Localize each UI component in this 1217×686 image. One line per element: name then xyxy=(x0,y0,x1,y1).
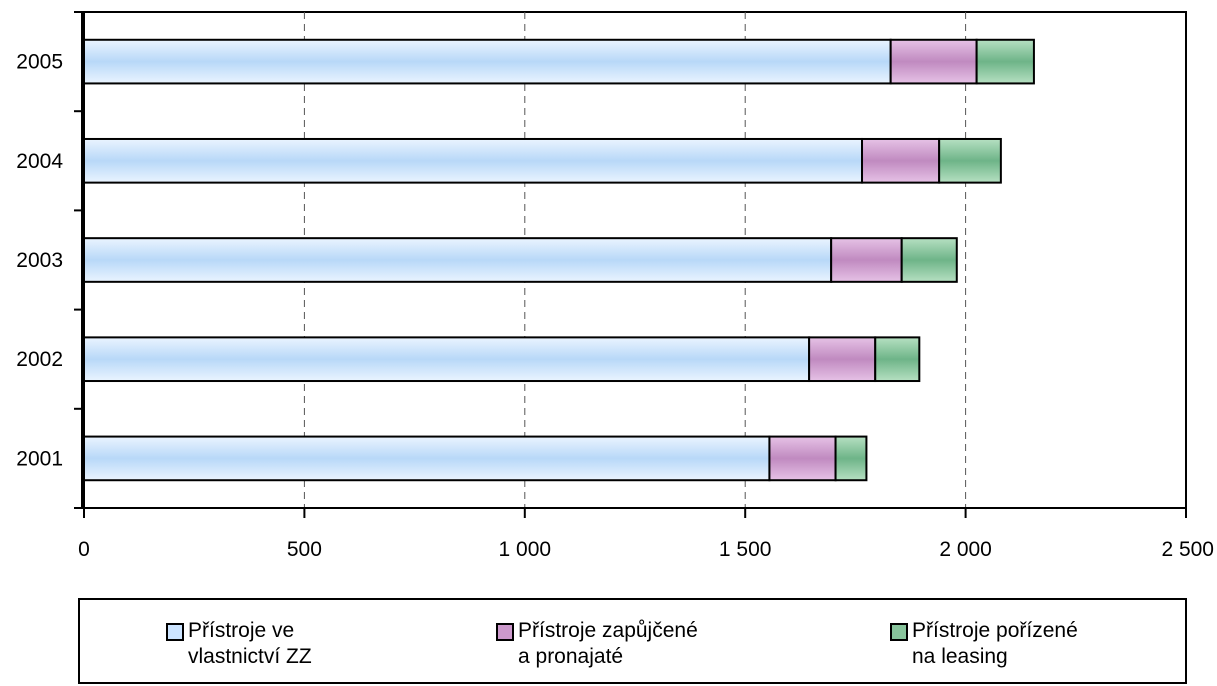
legend: Přístroje ve vlastnictví ZZ Přístroje za… xyxy=(78,598,1187,684)
axes xyxy=(74,11,1187,518)
legend-label-borrowed: Přístroje zapůjčené a pronajaté xyxy=(518,619,698,668)
tick-labels: 2001 2002 2003 2004 2005 0 500 1 000 1 500 2 000 2… xyxy=(16,51,1214,561)
y-tick-label: 2004 xyxy=(16,150,63,173)
bar-segment xyxy=(938,137,1002,184)
x-tick-label: 0 xyxy=(78,538,90,561)
x-tick-label: 1 500 xyxy=(719,538,772,561)
bar-segment xyxy=(861,137,941,184)
y-tick-label: 2005 xyxy=(16,51,63,74)
bar-segment xyxy=(900,237,958,283)
legend-swatch-leasing xyxy=(890,623,908,641)
y-tick-label: 2003 xyxy=(16,249,63,272)
y-tick-label: 2001 xyxy=(16,447,63,470)
legend-swatch-borrowed xyxy=(496,623,514,641)
bar-segment xyxy=(83,38,892,85)
bar-segment xyxy=(83,237,833,283)
bar-segment xyxy=(808,336,877,383)
legend-swatch-owned xyxy=(166,623,184,641)
x-tick-label: 500 xyxy=(287,538,322,561)
x-tick-label: 1 000 xyxy=(499,538,552,561)
bar-segment xyxy=(83,137,864,184)
y-tick-label: 2002 xyxy=(16,348,63,371)
bar-segment xyxy=(874,336,921,383)
x-tick-label: 2 000 xyxy=(939,538,992,561)
bar-segment xyxy=(889,38,978,85)
legend-item-leasing: Přístroje pořízené na leasing xyxy=(890,618,1078,670)
grid-lines xyxy=(303,12,967,508)
bar-segment xyxy=(975,38,1035,85)
legend-label-owned: Přístroje ve vlastnictví ZZ xyxy=(188,619,312,668)
legend-item-borrowed: Přístroje zapůjčené a pronajaté xyxy=(496,618,698,670)
stacked-bar-chart: 2001 2002 2003 2004 2005 0 500 1 000 1 500 2 000 2… xyxy=(16,11,1214,561)
x-tick-label: 2 500 xyxy=(1161,538,1214,561)
bars xyxy=(83,38,1035,482)
bar-segment xyxy=(830,237,903,283)
legend-label-leasing: Přístroje pořízené na leasing xyxy=(912,619,1078,668)
bar-segment xyxy=(834,435,868,482)
legend-item-owned: Přístroje ve vlastnictví ZZ xyxy=(166,618,312,670)
bar-segment xyxy=(83,336,811,383)
bar-segment xyxy=(83,435,771,482)
bar-segment xyxy=(768,435,837,482)
